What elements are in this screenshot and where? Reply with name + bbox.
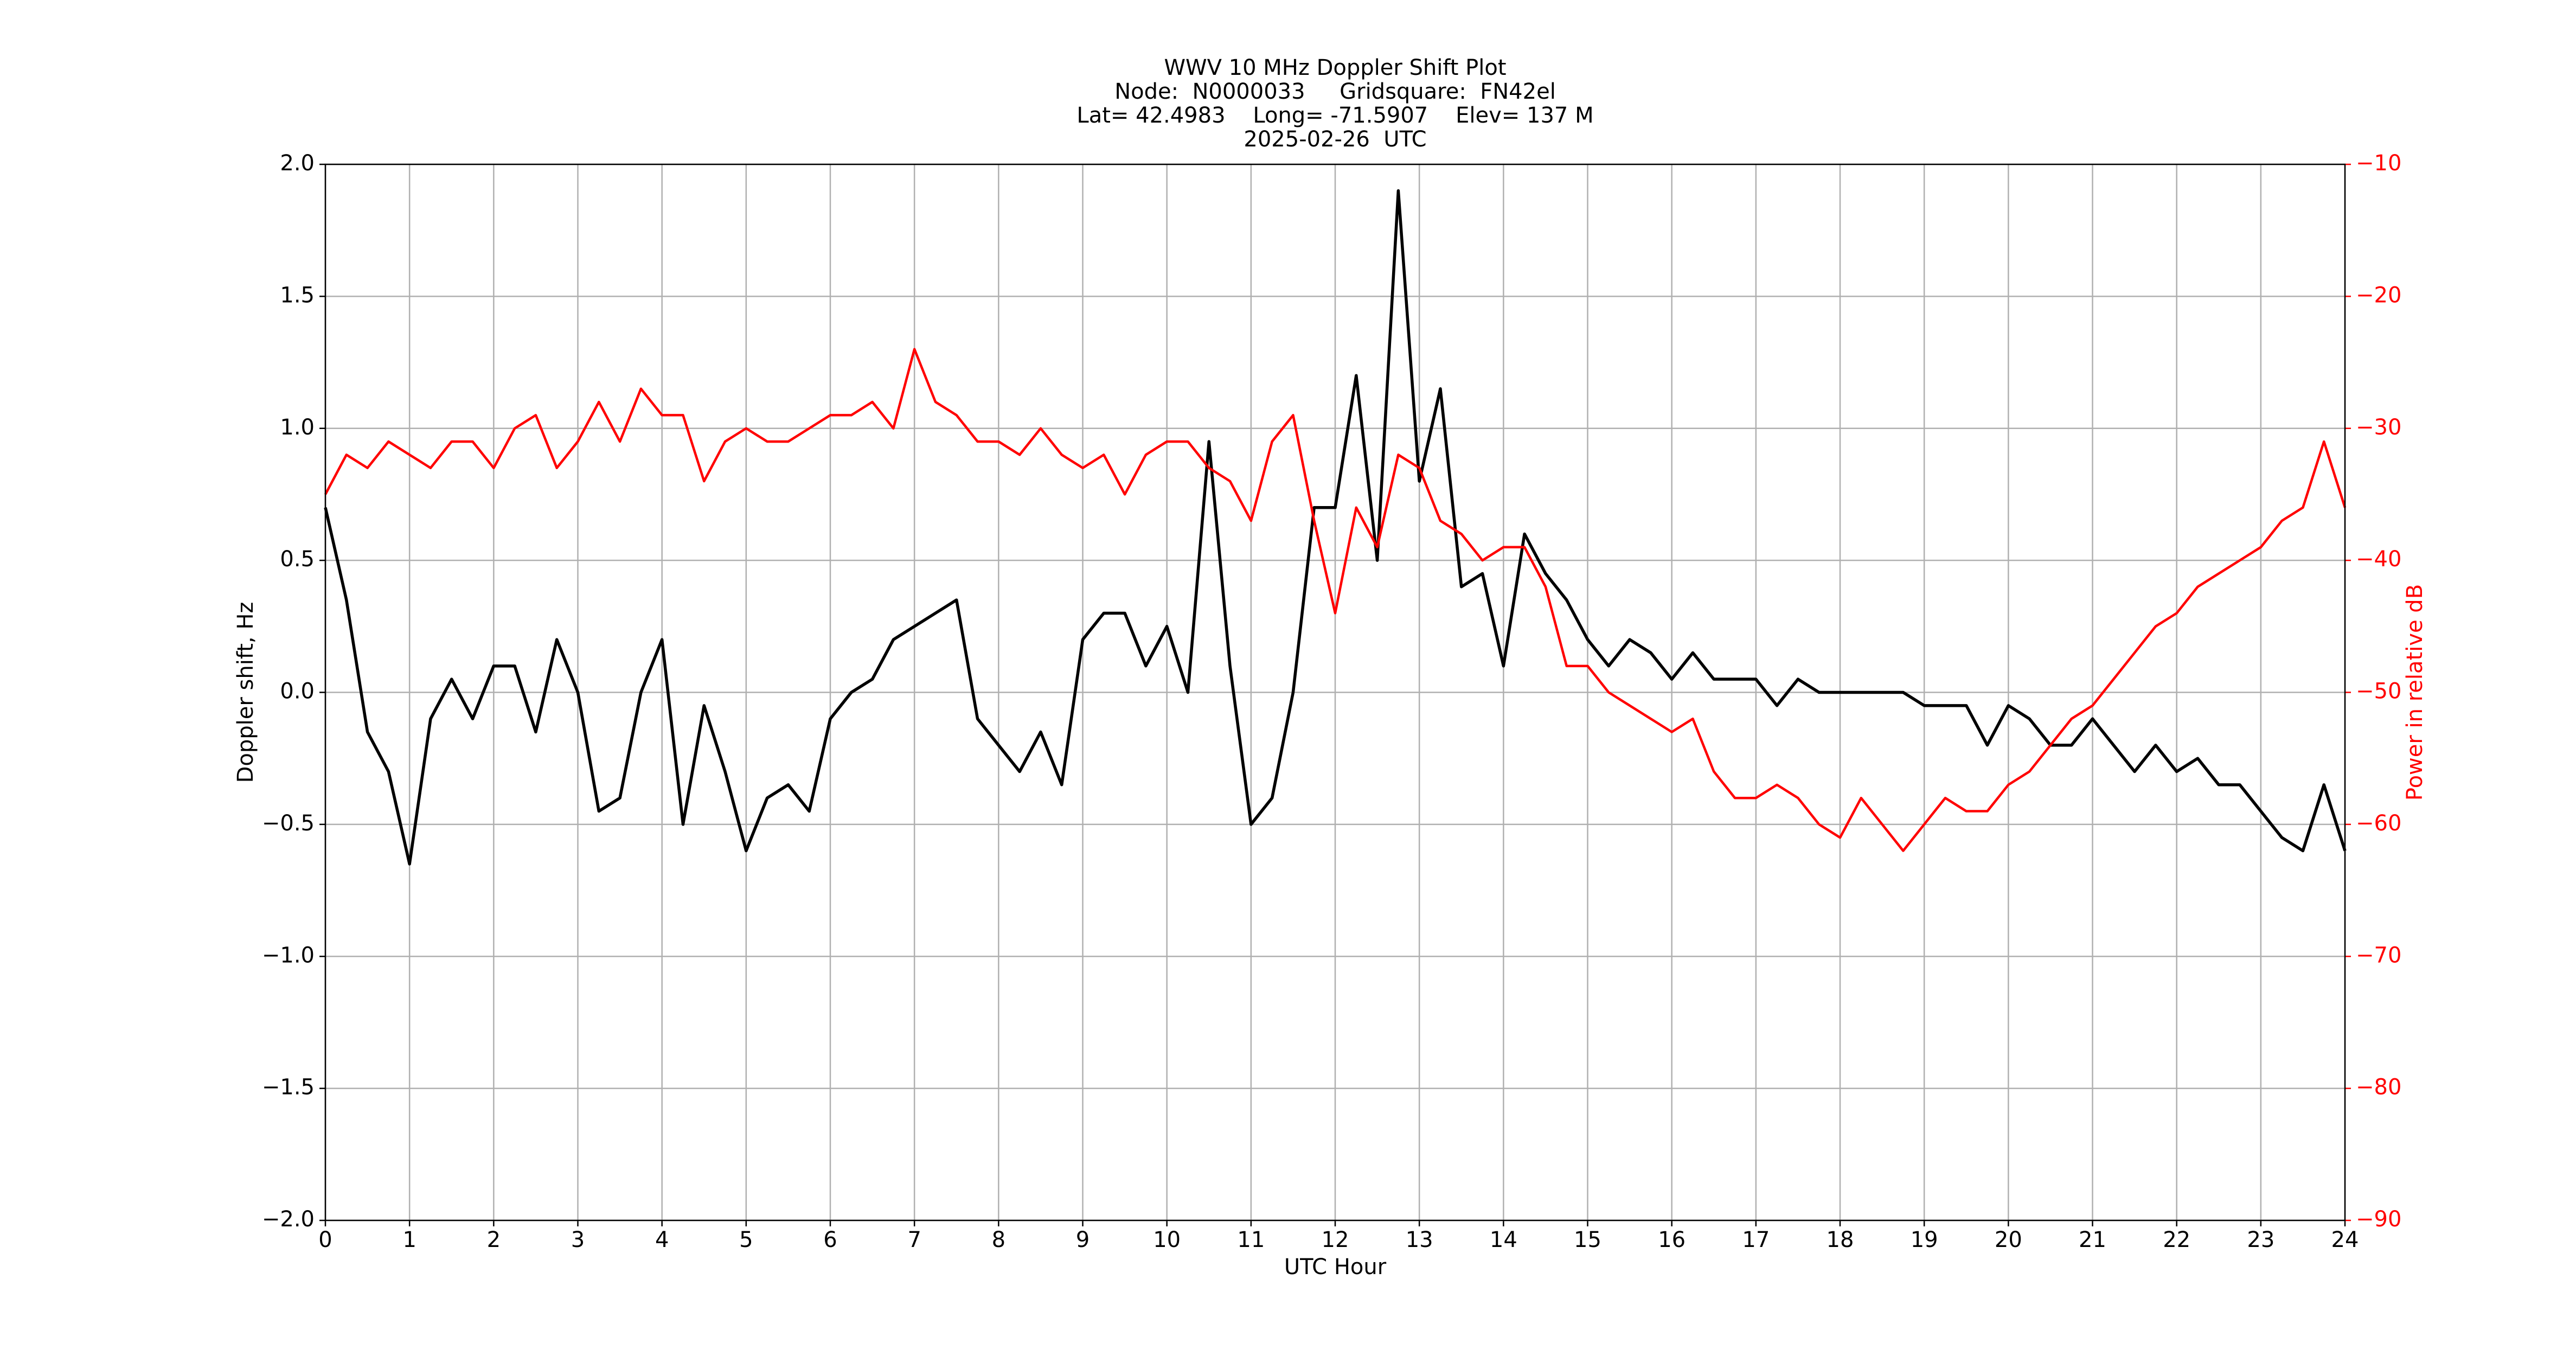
y-axis-label: Doppler shift, Hz: [233, 602, 258, 783]
y-tick-label: −2.0: [262, 1207, 315, 1232]
y-tick-label: −1.0: [262, 943, 315, 968]
y2-tick-label: −60: [2356, 811, 2401, 836]
chart-title: WWV 10 MHz Doppler Shift Plot: [1164, 55, 1506, 80]
y2-tick-label: −80: [2356, 1075, 2401, 1100]
data-line: [324, 189, 2347, 866]
x-tick-label: 16: [1658, 1227, 1686, 1252]
y2-axis-label: Power in relative dB: [2402, 584, 2427, 801]
y2-tick-label: −70: [2356, 943, 2401, 968]
y-tick-label: 1.0: [280, 415, 315, 440]
data-line: [324, 348, 2347, 852]
x-tick-label: 7: [907, 1227, 921, 1252]
x-tick-label: 13: [1406, 1227, 1433, 1252]
x-tick-label: 20: [1995, 1227, 2022, 1252]
y2-tick-label: −40: [2356, 547, 2401, 572]
y2-tick-label: −10: [2356, 151, 2401, 176]
x-tick-label: 22: [2163, 1227, 2190, 1252]
x-tick-label: 24: [2331, 1227, 2359, 1252]
x-tick-label: 18: [1827, 1227, 1854, 1252]
x-tick-label: 4: [655, 1227, 669, 1252]
chart-title: Node: N0000033 Gridsquare: FN42el: [1114, 79, 1556, 104]
y2-tick-label: −30: [2356, 415, 2401, 440]
y2-tick-label: −50: [2356, 679, 2401, 704]
x-tick-label: 1: [402, 1227, 416, 1252]
x-tick-label: 0: [318, 1227, 332, 1252]
y-tick-label: −0.5: [262, 811, 315, 836]
x-tick-label: 6: [823, 1227, 837, 1252]
x-tick-label: 10: [1153, 1227, 1181, 1252]
y2-tick-label: −20: [2356, 283, 2401, 308]
y-tick-label: 2.0: [280, 151, 315, 176]
plot-frame: [324, 163, 2346, 1221]
y-tick-label: −1.5: [262, 1075, 315, 1100]
x-tick-label: 9: [1076, 1227, 1090, 1252]
x-tick-label: 5: [739, 1227, 753, 1252]
y-tick-label: 0.5: [280, 547, 315, 572]
y-tick-label: 1.5: [280, 283, 315, 308]
x-tick-label: 12: [1322, 1227, 1349, 1252]
x-tick-label: 3: [571, 1227, 585, 1252]
x-tick-label: 19: [1911, 1227, 1938, 1252]
y2-tick-label: −90: [2356, 1207, 2401, 1232]
x-tick-label: 14: [1490, 1227, 1517, 1252]
x-tick-label: 11: [1237, 1227, 1265, 1252]
x-tick-label: 21: [2079, 1227, 2106, 1252]
y-tick-label: 0.0: [280, 679, 315, 704]
x-axis-label: UTC Hour: [1284, 1255, 1387, 1280]
x-tick-label: 15: [1574, 1227, 1601, 1252]
x-tick-label: 23: [2247, 1227, 2274, 1252]
chart-title: Lat= 42.4983 Long= -71.5907 Elev= 137 M: [1076, 103, 1593, 128]
x-tick-label: 17: [1742, 1227, 1770, 1252]
x-tick-label: 8: [992, 1227, 1005, 1252]
chart-title: 2025-02-26 UTC: [1244, 127, 1426, 152]
x-tick-label: 2: [487, 1227, 501, 1252]
